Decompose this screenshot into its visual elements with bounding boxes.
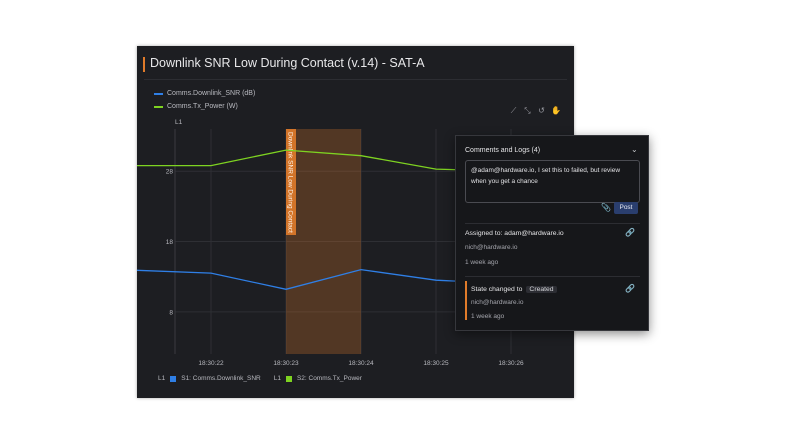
chart-legend: Comms.Downlink_SNR (dB) Comms.Tx_Power (… [154, 88, 255, 114]
reset-icon[interactable]: ↺ [538, 106, 545, 115]
assignment-author: nich@hardware.io [465, 244, 518, 251]
legend-label-snr: Comms.Downlink_SNR (dB) [167, 90, 256, 97]
state-author: nich@hardware.io [471, 299, 524, 306]
series-swatch-2 [285, 375, 292, 382]
x-tick-label: 18:30:24 [348, 360, 374, 367]
panel-title: Downlink SNR Low During Contact (v.14) -… [150, 56, 425, 70]
paperclip-icon[interactable]: 📎 [601, 203, 611, 212]
pan-icon[interactable]: ✋ [551, 106, 561, 115]
zoom-icon[interactable]: ⤡ [524, 106, 531, 115]
annotation-band: Downlink SNR Low During Contact [286, 129, 361, 354]
series-axis-2: L1 [273, 375, 281, 382]
state-badge: Created [526, 286, 557, 293]
x-tick-label: 18:30:26 [498, 360, 524, 367]
legend-item-power[interactable]: Comms.Tx_Power (W) [154, 101, 255, 112]
y-tick-label: 18 [166, 239, 174, 246]
chart-lines [137, 149, 512, 290]
series-line-snr [137, 268, 512, 290]
series-label-2[interactable]: S2: Comms.Tx_Power [296, 375, 362, 382]
comments-title: Comments and Logs (4) [465, 147, 541, 154]
comments-panel: Comments and Logs (4) ⌄ @adam@hardware.i… [455, 135, 649, 331]
chart-toolbar: ⟋ ⤡ ↺ ✋ [509, 106, 561, 115]
title-accent [143, 57, 145, 72]
annotation-tag [286, 129, 296, 235]
x-tick-label: 18:30:22 [198, 360, 224, 367]
state-time: 1 week ago [471, 313, 505, 320]
state-heading-text: State changed to [471, 286, 523, 293]
legend-swatch-power [154, 105, 163, 108]
y-axis-tag: L1 [175, 119, 183, 126]
x-tick-label: 18:30:25 [423, 360, 449, 367]
series-label-1[interactable]: S1: Comms.Downlink_SNR [181, 375, 261, 382]
legend-item-snr[interactable]: Comms.Downlink_SNR (dB) [154, 88, 255, 99]
link-icon[interactable]: 🔗 [625, 284, 635, 293]
annotation-label: Downlink SNR Low During Contact [287, 132, 294, 233]
legend-label-power: Comms.Tx_Power (W) [167, 103, 238, 110]
chevron-down-icon[interactable]: ⌄ [631, 145, 638, 154]
y-tick-labels: 8 18 28 [166, 169, 174, 317]
series-line-power [137, 149, 512, 172]
comment-input[interactable]: @adam@hardware.io, I set this to failed,… [465, 160, 640, 203]
state-accent [465, 281, 467, 320]
title-divider [144, 79, 567, 80]
state-heading: State changed to Created [471, 286, 557, 293]
comment-divider [465, 223, 640, 224]
assignment-time: 1 week ago [465, 259, 499, 266]
chart-icon[interactable]: ⟋ [510, 106, 517, 115]
post-button[interactable]: Post [614, 202, 638, 214]
assignment-heading: Assigned to: adam@hardware.io [465, 230, 564, 237]
y-tick-label: 8 [169, 309, 173, 316]
legend-swatch-snr [154, 92, 163, 95]
link-icon[interactable]: 🔗 [625, 228, 635, 237]
series-axis-1: L1 [158, 375, 166, 382]
x-tick-label: 18:30:23 [273, 360, 299, 367]
series-legend: L1 S1: Comms.Downlink_SNR L1 S2: Comms.T… [158, 375, 362, 382]
y-tick-label: 28 [166, 169, 174, 176]
series-swatch-1 [170, 375, 177, 382]
x-tick-labels: 18:30:22 18:30:23 18:30:24 18:30:25 18:30:26 [198, 360, 524, 367]
comment-divider [465, 276, 640, 277]
annotation-region [286, 129, 361, 354]
